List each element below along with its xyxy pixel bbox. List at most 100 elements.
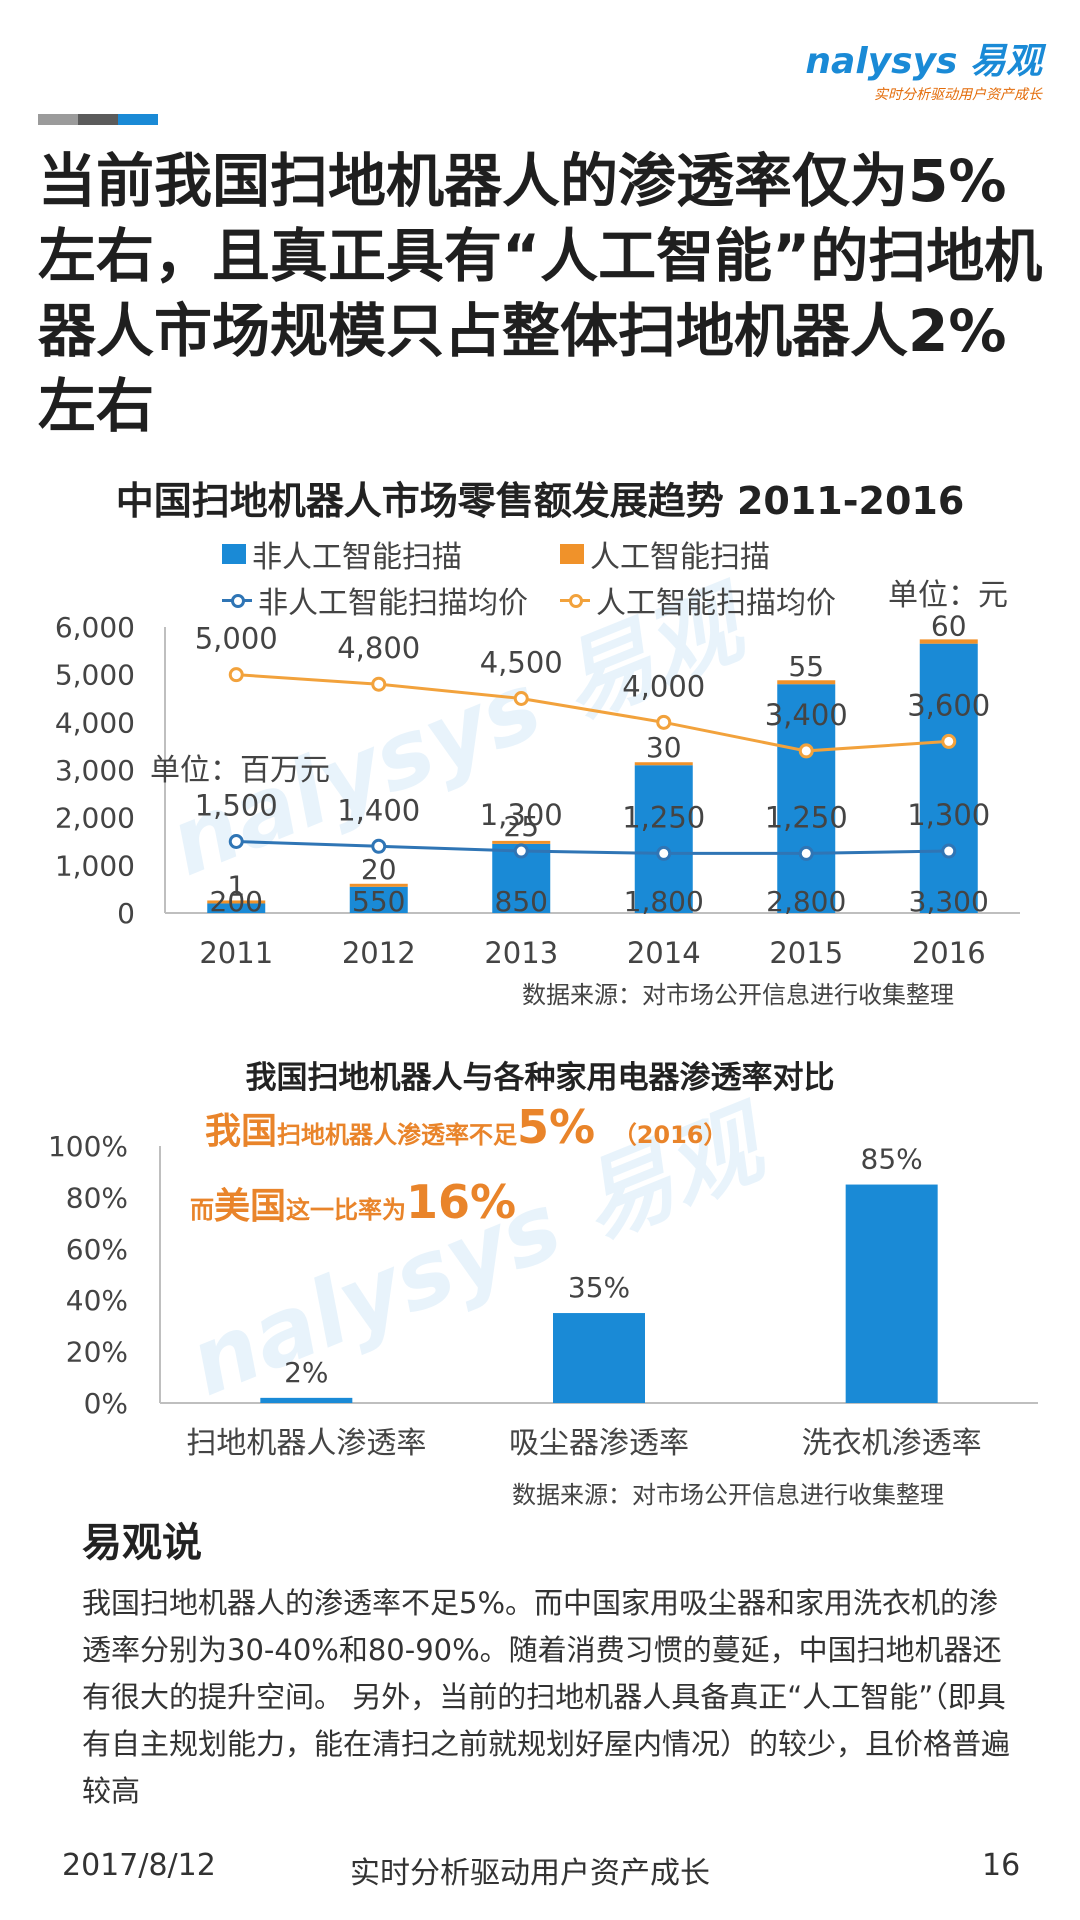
- title-accent-bar: [38, 114, 158, 125]
- bar-ai-label: 30: [646, 731, 682, 764]
- non-ai-price-point: [656, 845, 672, 861]
- ai-price-label: 3,600: [907, 688, 990, 722]
- legend-bar-ai: 人工智能扫描: [560, 532, 770, 576]
- bar-non-ai-label: 200: [210, 885, 263, 918]
- callout-china-year: （2016）: [612, 1121, 728, 1149]
- legend-label-line-ai: 人工智能扫描均价: [596, 586, 836, 621]
- x-tick-label: 2015: [769, 936, 843, 970]
- bar-non-ai-label: 2,800: [766, 885, 846, 918]
- non-ai-price-point: [513, 843, 529, 859]
- x-tick-label: 2016: [912, 936, 986, 970]
- x-tick-label: 2012: [342, 936, 416, 970]
- footer-date: 2017/8/12: [62, 1848, 216, 1883]
- bar-non-ai: [634, 765, 693, 913]
- legend-swatch-bar-ai: [560, 544, 584, 564]
- legend-label-line-main: 非人工智能扫描均价: [258, 586, 528, 621]
- x-tick-label: 2014: [627, 936, 701, 970]
- bar-ai-label: 55: [788, 650, 824, 683]
- callout-usa: 而美国这一比率为16%: [190, 1175, 516, 1229]
- bar-ai: [207, 900, 266, 904]
- y-tick-label: 4,000: [55, 706, 135, 739]
- callout-china: 我国扫地机器人渗透率不足5% （2016）: [205, 1100, 728, 1154]
- legend-line-ai: 人工智能扫描均价: [560, 578, 836, 622]
- unit-sales: 单位：百万元: [150, 753, 330, 788]
- x-tick-label: 扫地机器人渗透率: [186, 1426, 426, 1461]
- non-ai-price-label: 1,500: [195, 789, 278, 823]
- callout-usa-b: 美国: [214, 1186, 287, 1227]
- legend-line-main: 非人工智能扫描均价: [222, 578, 528, 622]
- non-ai-price-point: [941, 843, 957, 859]
- logo: nalysys 易观 实时分析驱动用户资产成长: [782, 42, 1042, 104]
- section-heading: 易观说: [82, 1520, 202, 1566]
- callout-china-value: 5%: [517, 1100, 596, 1154]
- chart2-plot: 0% 20% 40% 60% 80% 100% 2% 扫地机器人渗透率 35% 吸尘器渗透率 85%…: [48, 1130, 1038, 1461]
- y-tick-label: 6,000: [55, 611, 135, 644]
- chart2-title: 我国扫地机器人与各种家用电器渗透率对比: [245, 1060, 835, 1096]
- ai-price-label: 4,000: [622, 669, 705, 703]
- ai-price-point: [513, 691, 529, 706]
- chart1-plot: 0 1,000 2,000 3,000 4,000 5,000 6,000 2011 2012 2…: [55, 610, 1020, 970]
- legend-bar-main: 非人工智能扫描: [222, 532, 462, 576]
- x-tick-label: 2011: [199, 936, 273, 970]
- logo-name: nalysys 易观: [805, 41, 1042, 82]
- chart1-source: 数据来源：对市场公开信息进行收集整理: [522, 981, 954, 1009]
- y-tick-label: 2,000: [55, 802, 135, 835]
- bar-ai-label: 60: [931, 610, 967, 643]
- bar-ai: [634, 762, 693, 766]
- footer-slogan: 实时分析驱动用户资产成长: [350, 1856, 710, 1891]
- y-tick-label: 20%: [66, 1336, 128, 1369]
- callout-usa-c: 这一比率为: [286, 1196, 407, 1224]
- x-tick-label: 2013: [484, 936, 558, 970]
- penetration-label: 35%: [568, 1271, 630, 1304]
- y-tick-label: 60%: [66, 1233, 128, 1266]
- legend-line-icon: [560, 590, 590, 610]
- ai-price-point: [798, 743, 814, 759]
- bar-non-ai: [349, 886, 408, 913]
- non-ai-price-label: 1,300: [907, 798, 990, 832]
- ai-price-point: [371, 676, 387, 692]
- bar-ai: [777, 680, 836, 685]
- logo-tagline: 实时分析驱动用户资产成长: [874, 87, 1042, 103]
- bar-non-ai: [777, 684, 836, 913]
- chart1-title: 中国扫地机器人市场零售额发展趋势 2011-2016: [115, 479, 965, 523]
- bar-ai: [492, 840, 551, 844]
- ai-price-point: [656, 714, 672, 730]
- bar-ai: [919, 639, 978, 644]
- callout-usa-value: 16%: [406, 1175, 517, 1229]
- y-tick-label: 1,000: [55, 849, 135, 882]
- page-title: 当前我国扫地机器人的渗透率仅为5%左右，且真正具有“人工智能”的扫地机器人市场规…: [38, 147, 1043, 440]
- non-ai-price-line: [236, 840, 949, 855]
- footer-page: 16: [982, 1848, 1021, 1883]
- legend-swatch-bar-main: [222, 544, 246, 564]
- bar-ai-label: 25: [503, 810, 539, 843]
- ai-price-label: 5,000: [195, 622, 278, 656]
- callout-usa-a: 而: [190, 1196, 214, 1224]
- y-tick-label: 3,000: [55, 754, 135, 787]
- ai-price-line: [236, 673, 949, 753]
- bar-non-ai-label: 3,300: [909, 885, 989, 918]
- ai-price-label: 4,800: [337, 631, 420, 665]
- bar-ai-label: 1: [227, 869, 245, 902]
- unit-price: 单位：元: [888, 578, 1008, 613]
- x-tick-label: 吸尘器渗透率: [509, 1426, 689, 1461]
- y-tick-label: 5,000: [55, 659, 135, 692]
- penetration-bar: [845, 1184, 938, 1403]
- y-tick-label: 0%: [84, 1387, 128, 1420]
- section-body: 我国扫地机器人的渗透率不足5%。而中国家用吸尘器和家用洗衣机的渗透率分别为30-…: [82, 1586, 1011, 1808]
- y-tick-label: 100%: [48, 1130, 128, 1163]
- non-ai-price-label: 1,250: [765, 800, 848, 834]
- bar-non-ai: [919, 643, 978, 913]
- ai-price-label: 3,400: [765, 698, 848, 732]
- bar-ai-label: 20: [361, 853, 397, 886]
- bar-non-ai: [207, 903, 266, 913]
- bar-non-ai-label: 550: [352, 885, 405, 918]
- x-tick-label: 洗衣机渗透率: [802, 1426, 982, 1461]
- legend-label-bar-ai: 人工智能扫描: [590, 540, 770, 575]
- non-ai-price-label: 1,250: [622, 800, 705, 834]
- callout-china-b: 扫地机器人渗透率不足: [277, 1121, 518, 1149]
- chart2-source: 数据来源：对市场公开信息进行收集整理: [512, 1481, 944, 1509]
- non-ai-price-label: 1,400: [337, 793, 420, 827]
- y-tick-label: 40%: [66, 1284, 128, 1317]
- legend-line-icon: [222, 590, 252, 610]
- penetration-label: 85%: [861, 1143, 923, 1176]
